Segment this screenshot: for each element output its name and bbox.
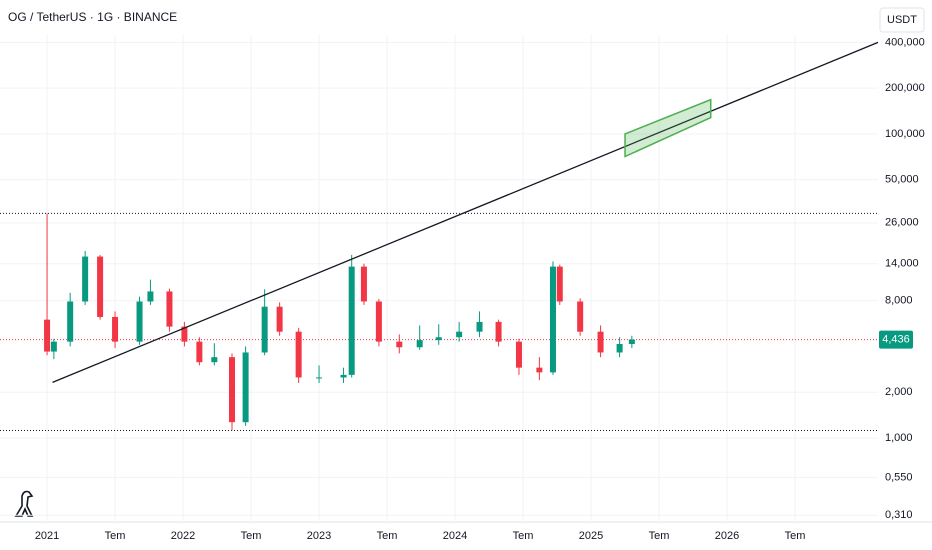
x-tick-label: Tem xyxy=(105,530,126,542)
candle-body xyxy=(196,341,203,363)
candle-body xyxy=(616,343,623,353)
y-tick-label: 8,000 xyxy=(885,295,913,307)
x-tick-label: 2022 xyxy=(171,530,195,542)
candle-body xyxy=(136,301,143,342)
candle-body xyxy=(416,340,423,348)
candle-body xyxy=(549,266,556,373)
candle-body xyxy=(597,331,604,353)
candle-body xyxy=(396,341,403,348)
candle-body xyxy=(536,367,543,373)
candle-body xyxy=(229,357,236,423)
candle-body xyxy=(476,321,483,332)
candle-body xyxy=(456,331,463,338)
y-tick-label: 1,000 xyxy=(885,432,913,444)
x-tick-label: Tem xyxy=(513,530,534,542)
y-tick-label: 14,000 xyxy=(885,258,919,270)
chart-title: OG / TetherUS · 1G · BINANCE xyxy=(8,10,177,24)
candle-body xyxy=(577,301,584,332)
y-tick-label: 0,310 xyxy=(885,509,913,521)
candle-body xyxy=(166,291,173,327)
candle-body xyxy=(44,319,51,352)
y-tick-label: 100,000 xyxy=(885,128,925,140)
currency-box[interactable] xyxy=(879,7,925,33)
logo xyxy=(14,490,34,517)
x-tick-label: 2026 xyxy=(715,530,739,542)
y-tick-label: 2,000 xyxy=(885,386,913,398)
candle-body xyxy=(375,301,382,342)
trendline xyxy=(52,41,879,383)
candle-body xyxy=(211,357,218,363)
x-tick-label: Tem xyxy=(241,530,262,542)
candle-body xyxy=(67,301,74,342)
candle-body xyxy=(147,291,154,302)
x-tick-label: 2024 xyxy=(443,530,467,542)
candle-body xyxy=(112,316,119,342)
y-tick-label: 200,000 xyxy=(885,82,925,94)
candle-body xyxy=(295,331,302,378)
x-tick-label: 2025 xyxy=(579,530,603,542)
plot-area xyxy=(0,34,879,522)
x-tick-label: Tem xyxy=(377,530,398,542)
x-tick-label: Tem xyxy=(785,530,806,542)
y-tick-label: 50,000 xyxy=(885,174,919,186)
candle-body xyxy=(261,306,268,353)
candle-body xyxy=(495,321,502,342)
target-zone xyxy=(624,98,712,158)
candle-body xyxy=(340,374,347,378)
candle-body xyxy=(348,266,355,375)
candle-body xyxy=(276,306,283,332)
candle-body xyxy=(316,377,323,379)
y-tick-label: 0,550 xyxy=(885,471,913,483)
candle-body xyxy=(50,341,57,352)
last-price-box xyxy=(879,330,913,349)
y-tick-label: 400,000 xyxy=(885,36,925,48)
candle-body xyxy=(628,339,635,344)
candle-body xyxy=(515,341,522,368)
y-tick-label: 26,000 xyxy=(885,217,919,229)
x-tick-label: Tem xyxy=(649,530,670,542)
candle-body xyxy=(556,266,563,302)
candle-body xyxy=(181,326,188,342)
candle-body xyxy=(360,266,367,302)
logo-icon xyxy=(14,490,34,517)
last-price-label: 4,436 xyxy=(882,334,910,346)
candle-body xyxy=(82,256,89,302)
candle-body xyxy=(435,337,442,341)
x-tick-label: 2023 xyxy=(307,530,331,542)
candle-body xyxy=(242,352,249,423)
x-tick-label: 2021 xyxy=(35,530,59,542)
currency-label[interactable]: USDT xyxy=(887,14,917,26)
candle-body xyxy=(97,256,104,317)
